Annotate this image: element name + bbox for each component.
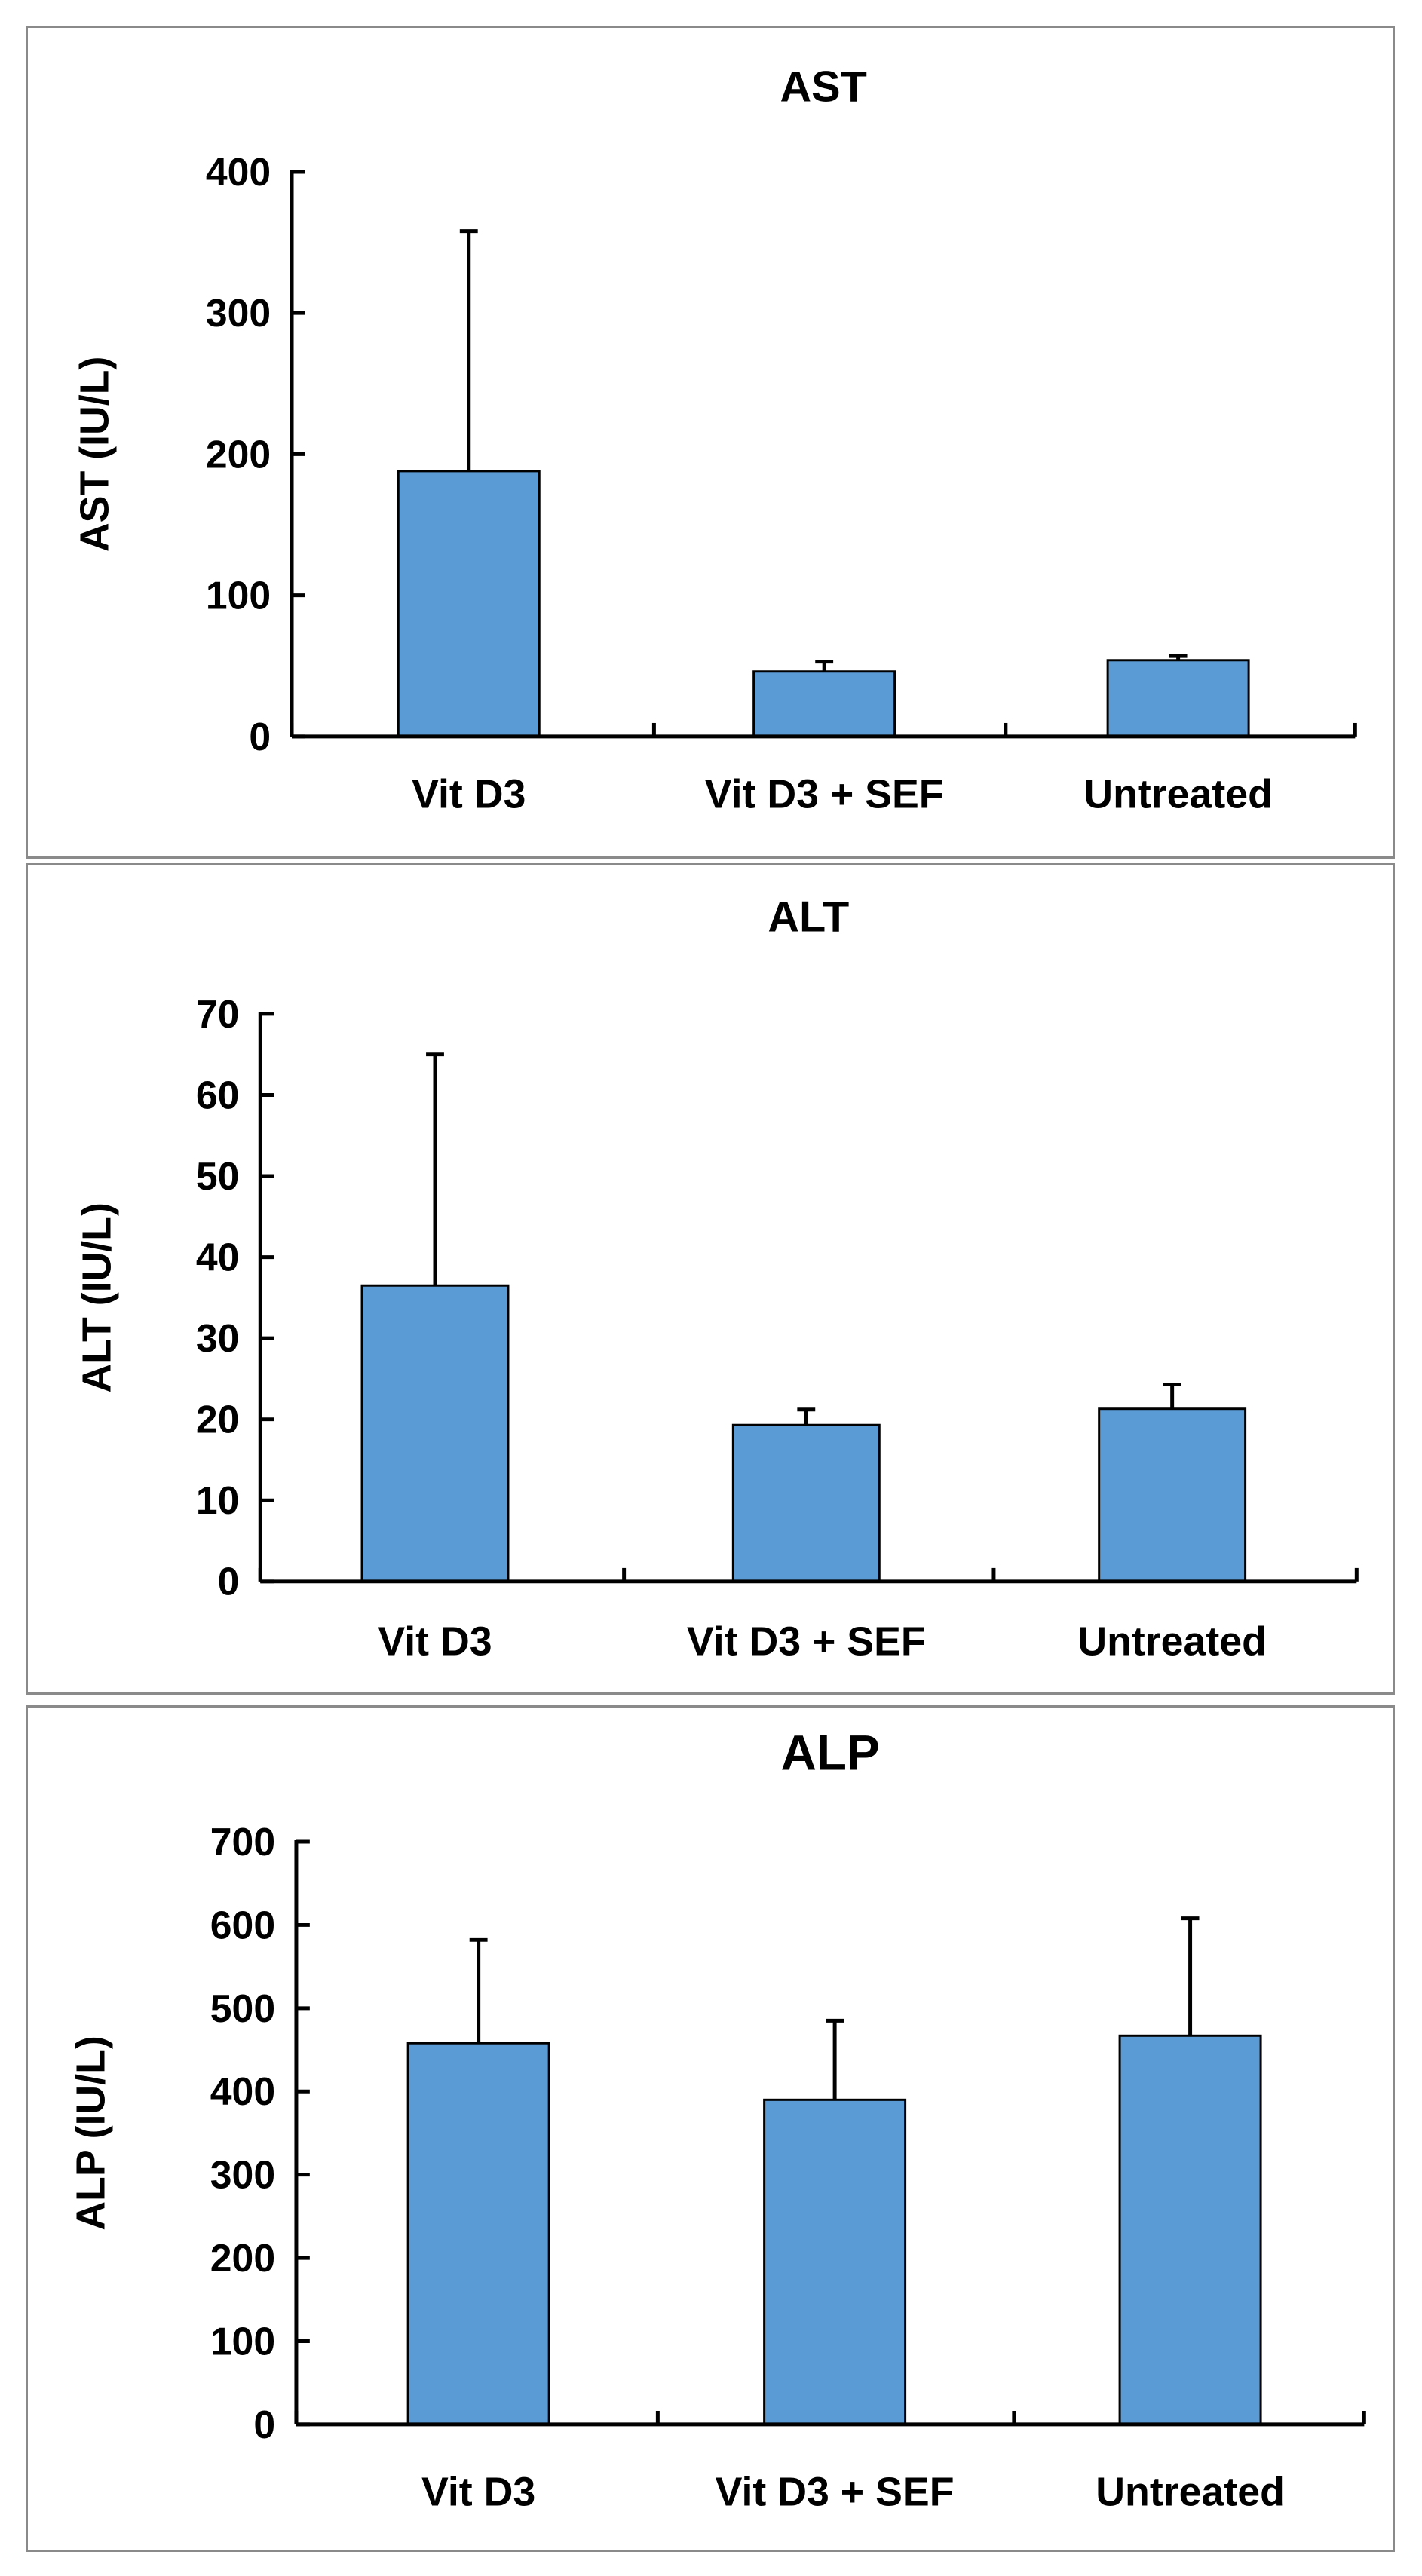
alp-bar-3 (1118, 2034, 1262, 2426)
ast-chart-title: AST (780, 63, 867, 111)
alp-y-tick-label-3: 200 (210, 2236, 275, 2280)
alp-chart-title: ALP (781, 1726, 880, 1781)
ast-y-tick-label-1: 0 (249, 715, 271, 758)
alt-y-tick-label-1: 0 (218, 1560, 240, 1603)
alt-y-tick-label-3: 20 (196, 1398, 240, 1441)
alp-category-label-2: Vit D3 + SEF (716, 2469, 955, 2514)
alt-y-axis-label: ALT (IU/L) (74, 1202, 119, 1392)
alt-y-tick-label-7: 60 (196, 1073, 240, 1116)
alt-category-label-1: Vit D3 (378, 1619, 492, 1664)
ast-category-label-2: Vit D3 + SEF (705, 771, 944, 816)
alp-chart-panel: ALP ALP (IU/L) 0 100 200 300 400 500 600 700 Vit D… (26, 1705, 1395, 2552)
alp-y-tick-label-5: 400 (210, 2069, 275, 2113)
alp-chart: ALP ALP (IU/L) 0 100 200 300 400 500 600 700 Vit D… (68, 1726, 1366, 2514)
alt-bar-3 (1098, 1407, 1247, 1583)
alt-y-tick-label-4: 30 (196, 1316, 240, 1360)
alt-chart: ALT ALT (IU/L) 0 10 20 30 40 50 60 70 Vit D3 Vit D3… (74, 893, 1359, 1664)
alp-bar-1 (406, 2042, 550, 2426)
alt-category-label-3: Untreated (1077, 1619, 1267, 1664)
alp-y-tick-label-8: 700 (210, 1820, 275, 1864)
alp-y-tick-label-7: 600 (210, 1903, 275, 1947)
alp-y-tick-label-4: 300 (210, 2153, 275, 2197)
alt-y-tick-label-5: 40 (196, 1235, 240, 1279)
ast-category-label-1: Vit D3 (412, 771, 526, 816)
ast-chart-panel: AST AST (IU/L) 0 100 200 300 400 Vit D3 Vit D3 +… (26, 26, 1395, 859)
alp-y-tick-label-1: 0 (253, 2403, 275, 2446)
ast-category-label-3: Untreated (1083, 771, 1273, 816)
alp-y-axis-label: ALP (IU/L) (68, 2035, 113, 2231)
alt-y-tick-label-6: 50 (196, 1154, 240, 1198)
ast-y-tick-label-3: 200 (206, 432, 271, 476)
alp-category-label-3: Untreated (1096, 2469, 1285, 2514)
ast-bar-1 (397, 470, 541, 738)
alt-category-label-2: Vit D3 + SEF (687, 1619, 926, 1664)
alt-chart-panel: ALT ALT (IU/L) 0 10 20 30 40 50 60 70 Vit D3 Vit D3… (26, 863, 1395, 1695)
alt-y-tick-label-2: 10 (196, 1478, 240, 1522)
alp-y-tick-label-6: 500 (210, 1986, 275, 2030)
ast-y-tick-label-5: 400 (206, 150, 271, 194)
ast-y-tick-label-2: 100 (206, 574, 271, 617)
ast-bar-3 (1106, 659, 1250, 738)
alt-bar-1 (360, 1284, 510, 1583)
alp-bar-2 (763, 2098, 907, 2426)
ast-chart: AST AST (IU/L) 0 100 200 300 400 Vit D3 Vit D3 +… (72, 63, 1357, 816)
alt-chart-title: ALT (768, 893, 849, 942)
alt-bar-2 (731, 1423, 881, 1583)
ast-y-axis-label: AST (IU/L) (72, 357, 117, 552)
alp-y-tick-label-2: 100 (210, 2319, 275, 2363)
alp-category-label-1: Vit D3 (421, 2469, 535, 2514)
ast-bar-2 (752, 670, 896, 738)
alt-y-tick-label-8: 70 (196, 992, 240, 1036)
ast-y-tick-label-4: 300 (206, 291, 271, 335)
